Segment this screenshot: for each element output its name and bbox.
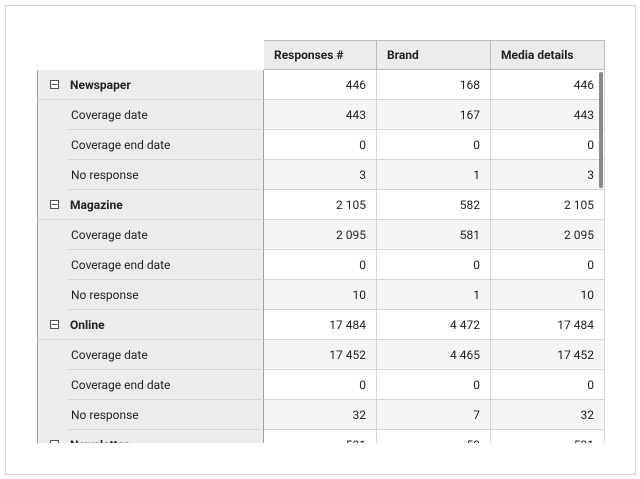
cell: 446 [264,70,377,100]
indent [37,370,67,400]
column-header[interactable]: Media details [491,40,605,70]
cell: 446 [491,70,605,100]
cell: 10 [264,280,377,310]
cell: 4 472 [377,310,491,340]
cell: 32 [491,400,605,430]
group-label: Magazine [37,190,264,220]
cell: 0 [264,130,377,160]
collapse-toggle[interactable] [50,320,59,329]
cell: 1 [377,160,491,190]
indent [37,100,67,130]
cell: 1 [377,280,491,310]
cell: 4 465 [377,340,491,370]
row-label: Coverage end date [67,370,264,400]
cell: 168 [377,70,491,100]
row-label: No response [67,400,264,430]
row-label: Coverage date [67,100,264,130]
cell: 32 [264,400,377,430]
cell: 17 452 [264,340,377,370]
cell: 10 [491,280,605,310]
collapse-toggle[interactable] [50,200,59,209]
cell: 0 [377,370,491,400]
cell: 2 095 [491,220,605,250]
cell: 167 [377,100,491,130]
row-label: Coverage date [67,340,264,370]
row-label: No response [67,280,264,310]
row-label: Coverage date [67,220,264,250]
cell: 17 484 [491,310,605,340]
row-label: Coverage end date [67,250,264,280]
cell: 0 [491,130,605,160]
cell: 7 [377,400,491,430]
indent [37,130,67,160]
cell: 0 [491,370,605,400]
cell: 0 [377,130,491,160]
cell: 581 [377,220,491,250]
cell: 531 [264,430,377,443]
cell: 0 [377,250,491,280]
cell: 17 452 [491,340,605,370]
indent [37,250,67,280]
cell: 2 095 [264,220,377,250]
cell: 0 [491,250,605,280]
cell: 0 [264,370,377,400]
cell: 2 105 [491,190,605,220]
cell: 582 [377,190,491,220]
data-grid: Responses # Brand Media details Newspaper 44… [37,40,606,443]
row-label: No response [67,160,264,190]
cell: 2 105 [264,190,377,220]
indent [37,160,67,190]
indent [37,280,67,310]
scrollbar[interactable] [599,72,603,188]
collapse-toggle[interactable] [50,80,59,89]
indent [37,220,67,250]
group-label: Online [37,310,264,340]
cell: 17 484 [264,310,377,340]
column-header[interactable]: Responses # [264,40,377,70]
indent [37,400,67,430]
cell: 59 [377,430,491,443]
column-header[interactable]: Brand [377,40,491,70]
cell: 3 [264,160,377,190]
cell: 443 [491,100,605,130]
cell: 3 [491,160,605,190]
collapse-toggle[interactable] [50,440,59,443]
cell: 531 [491,430,605,443]
cell: 0 [264,250,377,280]
cell: 443 [264,100,377,130]
group-label: Newspaper [37,70,264,100]
row-label: Coverage end date [67,130,264,160]
group-label: Newsletter [37,430,264,443]
indent [37,340,67,370]
